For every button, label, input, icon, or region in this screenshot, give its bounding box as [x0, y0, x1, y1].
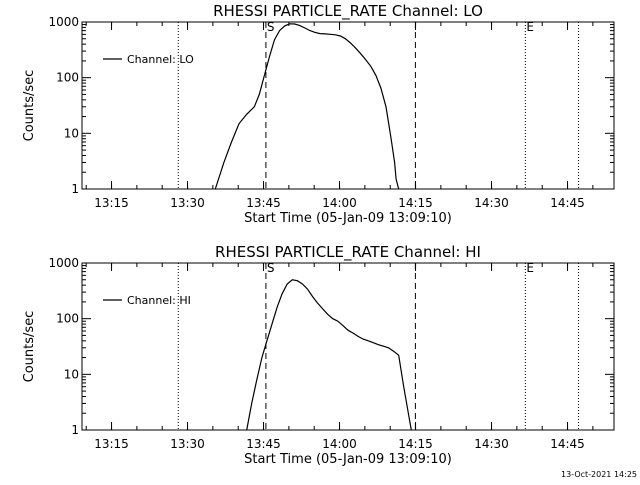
x-tick-label: 13:15: [94, 437, 129, 451]
plot-frame: [82, 263, 614, 430]
marker-label: S: [267, 261, 275, 275]
legend-label: Channel: HI: [127, 294, 191, 307]
series-line: [247, 280, 412, 430]
y-tick-label: 1: [71, 182, 79, 196]
plot-frame: [82, 22, 614, 189]
y-tick-label: 1000: [48, 15, 79, 29]
x-tick-label: 14:15: [398, 196, 433, 210]
y-tick-label: 1000: [48, 256, 79, 270]
y-axis-label: Counts/sec: [22, 70, 37, 142]
y-tick-label: 100: [56, 312, 79, 326]
marker-label: S: [267, 20, 275, 34]
y-tick-label: 10: [64, 126, 79, 140]
x-tick-label: 14:00: [322, 196, 357, 210]
footer-timestamp: 13-Oct-2021 14:25: [561, 470, 637, 479]
x-tick-label: 14:00: [322, 437, 357, 451]
y-tick-label: 100: [56, 71, 79, 85]
marker-label: E: [526, 20, 534, 34]
x-tick-label: 13:30: [170, 437, 205, 451]
chart-title: RHESSI PARTICLE_RATE Channel: HI: [215, 243, 481, 262]
x-tick-label: 13:30: [170, 196, 205, 210]
series-line: [215, 24, 398, 189]
x-axis-label: Start Time (05-Jan-09 13:09:10): [244, 211, 452, 226]
panel-lo: RHESSI PARTICLE_RATE Channel: LO 1 10 100 10…: [22, 2, 614, 226]
x-tick-label: 13:45: [246, 437, 281, 451]
x-axis-label: Start Time (05-Jan-09 13:09:10): [244, 452, 452, 467]
y-tick-label: 1: [71, 423, 79, 437]
marker-label: E: [526, 261, 534, 275]
chart-title: RHESSI PARTICLE_RATE Channel: LO: [213, 2, 483, 21]
x-tick-label: 14:45: [550, 437, 585, 451]
y-tick-label: 10: [64, 367, 79, 381]
panel-hi: RHESSI PARTICLE_RATE Channel: HI 1 10 100 10…: [22, 243, 614, 467]
x-tick-label: 14:45: [550, 196, 585, 210]
x-tick-label: 14:30: [474, 196, 509, 210]
y-axis-label: Counts/sec: [22, 311, 37, 383]
x-tick-label: 13:45: [246, 196, 281, 210]
x-tick-label: 13:15: [94, 196, 129, 210]
x-tick-label: 14:30: [474, 437, 509, 451]
legend-label: Channel: LO: [127, 53, 194, 66]
x-tick-label: 14:15: [398, 437, 433, 451]
